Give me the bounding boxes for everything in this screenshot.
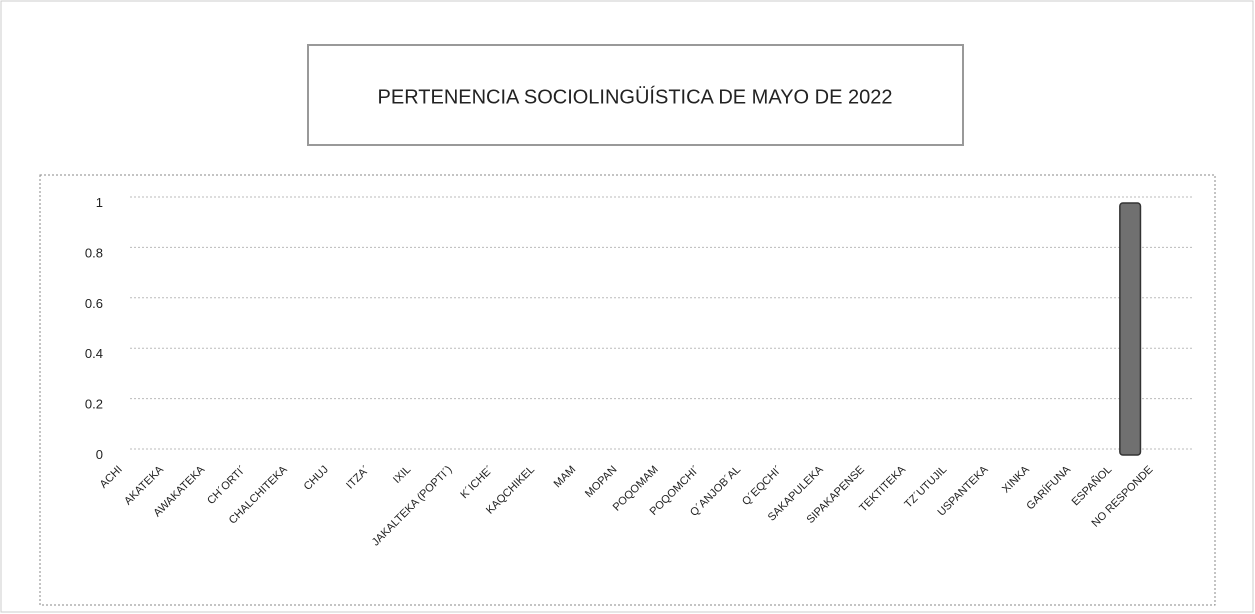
x-tick-label: ESPAÑOL: [1069, 463, 1114, 508]
x-tick-label: IXIL: [391, 464, 413, 486]
x-tick-label: MOPAN: [583, 464, 619, 500]
y-tick-label: 1: [96, 195, 103, 210]
x-tick-label: XINKA: [1000, 463, 1032, 495]
x-tick-label: ITZA´: [344, 464, 372, 492]
plot-frame: [39, 174, 1216, 606]
y-tick-label: 0.8: [85, 245, 103, 260]
x-tick-label: CHUJ: [302, 464, 331, 493]
x-tick-label: CH´ORTI´: [205, 464, 248, 507]
x-tick-label: JAKALTEKA (POPTI´): [370, 464, 455, 549]
chart-title: PERTENENCIA SOCIOLINGÜÍSTICA DE MAYO DE …: [378, 85, 893, 108]
y-tick-label: 0.6: [85, 296, 103, 311]
x-tick-label: AKATEKA: [122, 463, 166, 507]
x-tick-label: MAM: [552, 464, 579, 491]
y-tick-label: 0.2: [85, 397, 103, 412]
x-tick-label: ACHI: [98, 464, 125, 491]
x-tick-label: Q´EQCHI´: [740, 464, 784, 508]
bar: [1119, 202, 1142, 456]
title-box: [307, 44, 964, 146]
x-tick-label: GARÍFUNA: [1024, 462, 1074, 512]
y-tick-label: 0.4: [85, 346, 103, 361]
x-tick-label: K´ICHE´: [458, 464, 495, 501]
y-tick-label: 0: [96, 447, 103, 462]
